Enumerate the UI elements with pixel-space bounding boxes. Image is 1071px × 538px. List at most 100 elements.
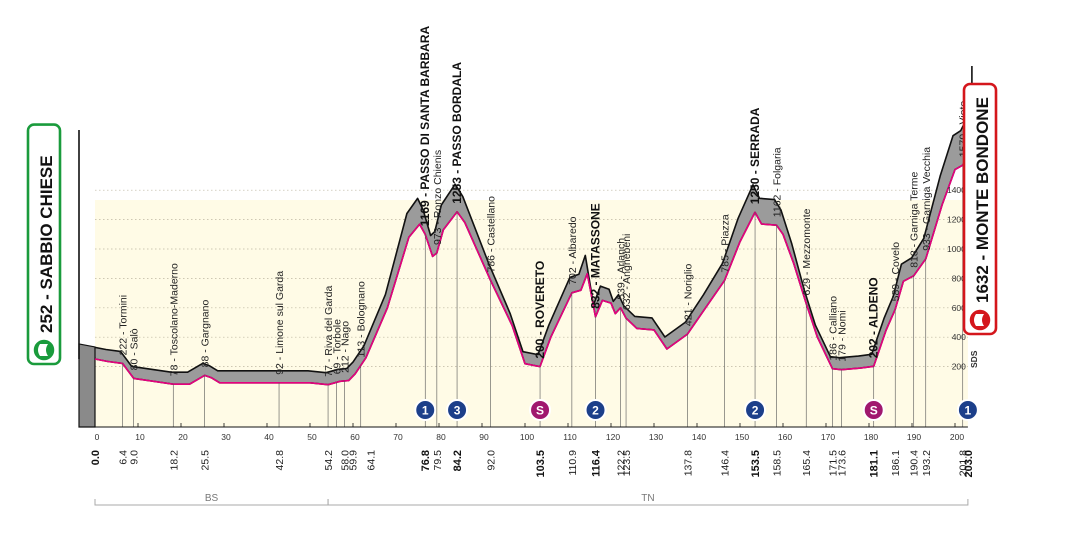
place-label: 1253 - PASSO BORDALA	[450, 62, 464, 204]
distance-label: 193.2	[921, 450, 933, 476]
distance-label: 64.1	[366, 450, 378, 471]
place-label: 69 - Torbole	[332, 319, 344, 374]
elevation-line	[94, 155, 969, 386]
marker-symbol: 2	[752, 404, 759, 418]
distance-label: 18.2	[168, 450, 180, 471]
alt-tick-label: 1000	[947, 244, 966, 254]
region-bracket	[327, 499, 969, 506]
km-tick-label: 130	[649, 432, 663, 442]
km-tick-label: 190	[907, 432, 921, 442]
place-label: 1250 - SERRADA	[748, 107, 762, 204]
alt-tick-label: 200	[952, 362, 966, 372]
rider-icon	[38, 344, 48, 356]
distance-label: 92.0	[486, 450, 498, 471]
distance-label: 153.5	[750, 450, 762, 478]
km-tick-label: 30	[221, 432, 231, 442]
distance-label: 110.9	[567, 450, 579, 476]
alt-tick-label: 1200	[947, 215, 966, 225]
distance-label: 58.0	[339, 450, 351, 471]
place-label: 539 - Arlanch	[615, 238, 627, 300]
place-label: 702 - Albaredo	[567, 216, 579, 284]
region-label: TN	[641, 493, 654, 504]
distance-label: 79.5	[432, 450, 444, 471]
distance-label: 0.0	[90, 450, 102, 465]
distance-label: 6.4	[118, 450, 130, 465]
place-label: 78 - Toscolano-Maderno	[168, 263, 180, 376]
place-label: 785 - Piazza	[720, 214, 732, 273]
finish-label-text: 1632 - MONTE BONDONE	[973, 97, 992, 303]
marker-symbol: S	[536, 404, 544, 418]
place-label: 1162 - Folgaria	[772, 147, 784, 217]
km-tick-label: 120	[606, 432, 620, 442]
place-label: 933 - Garniga Vecchia	[921, 147, 933, 251]
region-label: BS	[205, 493, 219, 504]
distance-label: 122.2	[615, 450, 627, 476]
marker-symbol: 3	[454, 404, 461, 418]
profile-base	[95, 200, 968, 427]
sprint-marker	[529, 399, 552, 421]
place-label: 92 - Limone sul Garda	[274, 271, 286, 375]
kom-marker	[446, 399, 469, 421]
kom-marker	[744, 399, 767, 421]
kom-marker	[414, 399, 437, 421]
start-label-group: 252 - SABBIO CHIESE	[26, 123, 62, 366]
distance-label: 171.5	[827, 450, 839, 476]
km-tick-label: 60	[350, 432, 360, 442]
finish-label-group: 1632 - MONTE BONDONE	[962, 82, 998, 336]
km-tick-label: 70	[393, 432, 403, 442]
km-tick-label: 100	[520, 432, 534, 442]
distance-label: 201.8	[958, 450, 970, 476]
distance-label: 181.1	[869, 450, 881, 478]
place-label: 186 - Calliano	[827, 296, 839, 361]
kom-marker	[956, 399, 979, 421]
place-label: 973 - Ronzo Chienis	[432, 150, 444, 245]
place-label: 179 - Nomi	[836, 310, 848, 361]
distance-label: 103.5	[535, 450, 547, 478]
place-label: 80 - Salò	[129, 328, 141, 370]
place-label: 77 - Riva del Garda	[323, 285, 335, 376]
place-label: 200 - ROVERETO	[533, 261, 547, 359]
distance-label: 137.8	[683, 450, 695, 476]
profile-start-edge	[78, 343, 96, 428]
marker-symbol: S	[870, 404, 878, 418]
distance-label: 173.6	[836, 450, 848, 476]
distance-label: 190.4	[909, 450, 921, 476]
distance-label: 25.5	[200, 450, 212, 471]
distance-label: 146.4	[720, 450, 732, 476]
place-label: 421 - Noriglio	[683, 263, 695, 326]
distance-label: 123.5	[621, 450, 633, 476]
distance-label: 54.2	[323, 450, 335, 471]
place-label: 212 - Nago	[339, 321, 351, 373]
place-label: 113 - Bolognano	[356, 281, 368, 357]
marker-symbol: 1	[422, 404, 429, 418]
distance-label: 165.4	[801, 450, 813, 476]
km-tick-label: 90	[479, 432, 489, 442]
distance-label: 59.9	[348, 450, 360, 471]
distance-label: 84.2	[452, 450, 464, 471]
km-tick-label: 20	[178, 432, 188, 442]
km-tick-label: 80	[436, 432, 446, 442]
km-tick-label: 140	[692, 432, 706, 442]
place-label: 88 - Gargnano	[200, 300, 212, 368]
kom-marker	[584, 399, 607, 421]
km-tick-label: 150	[735, 432, 749, 442]
place-label: 832 - MATASSONE	[589, 203, 603, 309]
distance-label: 116.4	[591, 449, 603, 477]
alt-tick-label: 600	[952, 303, 966, 313]
distance-label: 76.8	[420, 450, 432, 471]
alt-tick-label: 800	[952, 273, 966, 283]
distance-label: 42.8	[274, 450, 286, 471]
alt-unit-label: SDS	[969, 350, 979, 368]
km-tick-label: 180	[864, 432, 878, 442]
km-tick-label: 170	[821, 432, 835, 442]
place-label: 1169 - PASSO DI SANTA BARBARA	[418, 25, 432, 226]
sprint-marker	[862, 399, 885, 421]
distance-label: 9.0	[129, 450, 141, 465]
km-tick-label: 0	[95, 432, 100, 442]
place-label: 786 - Castellano	[486, 196, 498, 273]
finish-label-box	[962, 82, 998, 336]
place-label: 222 - Tormini	[118, 295, 130, 356]
alt-tick-label: 1400	[947, 185, 966, 195]
